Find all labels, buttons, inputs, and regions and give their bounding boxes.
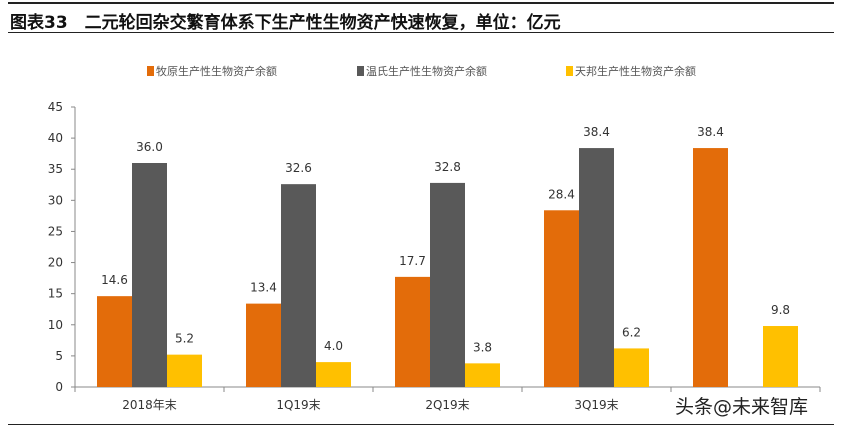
data-label: 17.7: [399, 254, 426, 268]
data-label: 32.8: [434, 160, 461, 174]
bar: [97, 296, 132, 387]
data-label: 3.8: [473, 340, 492, 354]
bottom-rule: [8, 424, 834, 425]
data-label: 14.6: [101, 273, 128, 287]
data-label: 13.4: [250, 281, 277, 295]
top-rule: [8, 2, 834, 4]
bar: [693, 148, 728, 387]
bar: [281, 184, 316, 387]
data-label: 32.6: [285, 161, 312, 175]
data-label: 4.0: [324, 339, 343, 353]
figure-title: 图表33 二元轮回杂交繁育体系下生产性生物资产快速恢复，单位：亿元: [10, 13, 561, 33]
data-label: 9.8: [771, 303, 790, 317]
legend-label: 温氏生产性生物资产余额: [366, 64, 487, 78]
y-tick-label: 40: [48, 131, 63, 145]
y-tick-label: 0: [55, 380, 63, 394]
legend-swatch: [357, 66, 364, 76]
bar: [544, 210, 579, 387]
data-label: 5.2: [175, 332, 194, 346]
bar: [763, 326, 798, 387]
bar: [132, 163, 167, 387]
y-tick-label: 10: [48, 318, 63, 332]
x-tick-label: 3Q19末: [574, 398, 618, 412]
y-tick-label: 20: [48, 256, 63, 270]
legend-label: 天邦生产性生物资产余额: [575, 64, 696, 78]
y-tick-label: 5: [55, 349, 63, 363]
bar: [395, 276, 430, 387]
data-label: 36.0: [136, 140, 163, 154]
bar: [614, 348, 649, 387]
bar: [579, 148, 614, 387]
legend-swatch: [566, 66, 573, 76]
data-label: 28.4: [548, 187, 575, 201]
y-tick-label: 25: [48, 224, 63, 238]
bar: [465, 363, 500, 387]
bar: [246, 303, 281, 387]
legend-label: 牧原生产性生物资产余额: [156, 64, 277, 78]
x-tick-label: 2018年末: [122, 398, 177, 412]
watermark: 头条@未来智库: [675, 396, 809, 418]
y-tick-label: 15: [48, 287, 63, 301]
legend-swatch: [147, 66, 154, 76]
bar: [167, 354, 202, 387]
y-tick-label: 45: [48, 100, 63, 114]
data-label: 6.2: [622, 325, 641, 339]
bar: [430, 182, 465, 387]
x-tick-label: 1Q19末: [276, 398, 320, 412]
x-tick-label: 2Q19末: [425, 398, 469, 412]
data-label: 38.4: [697, 125, 724, 139]
bar: [316, 362, 351, 387]
y-tick-label: 30: [48, 193, 63, 207]
title-rule: [8, 32, 834, 33]
y-tick-label: 35: [48, 162, 63, 176]
data-label: 38.4: [583, 125, 610, 139]
